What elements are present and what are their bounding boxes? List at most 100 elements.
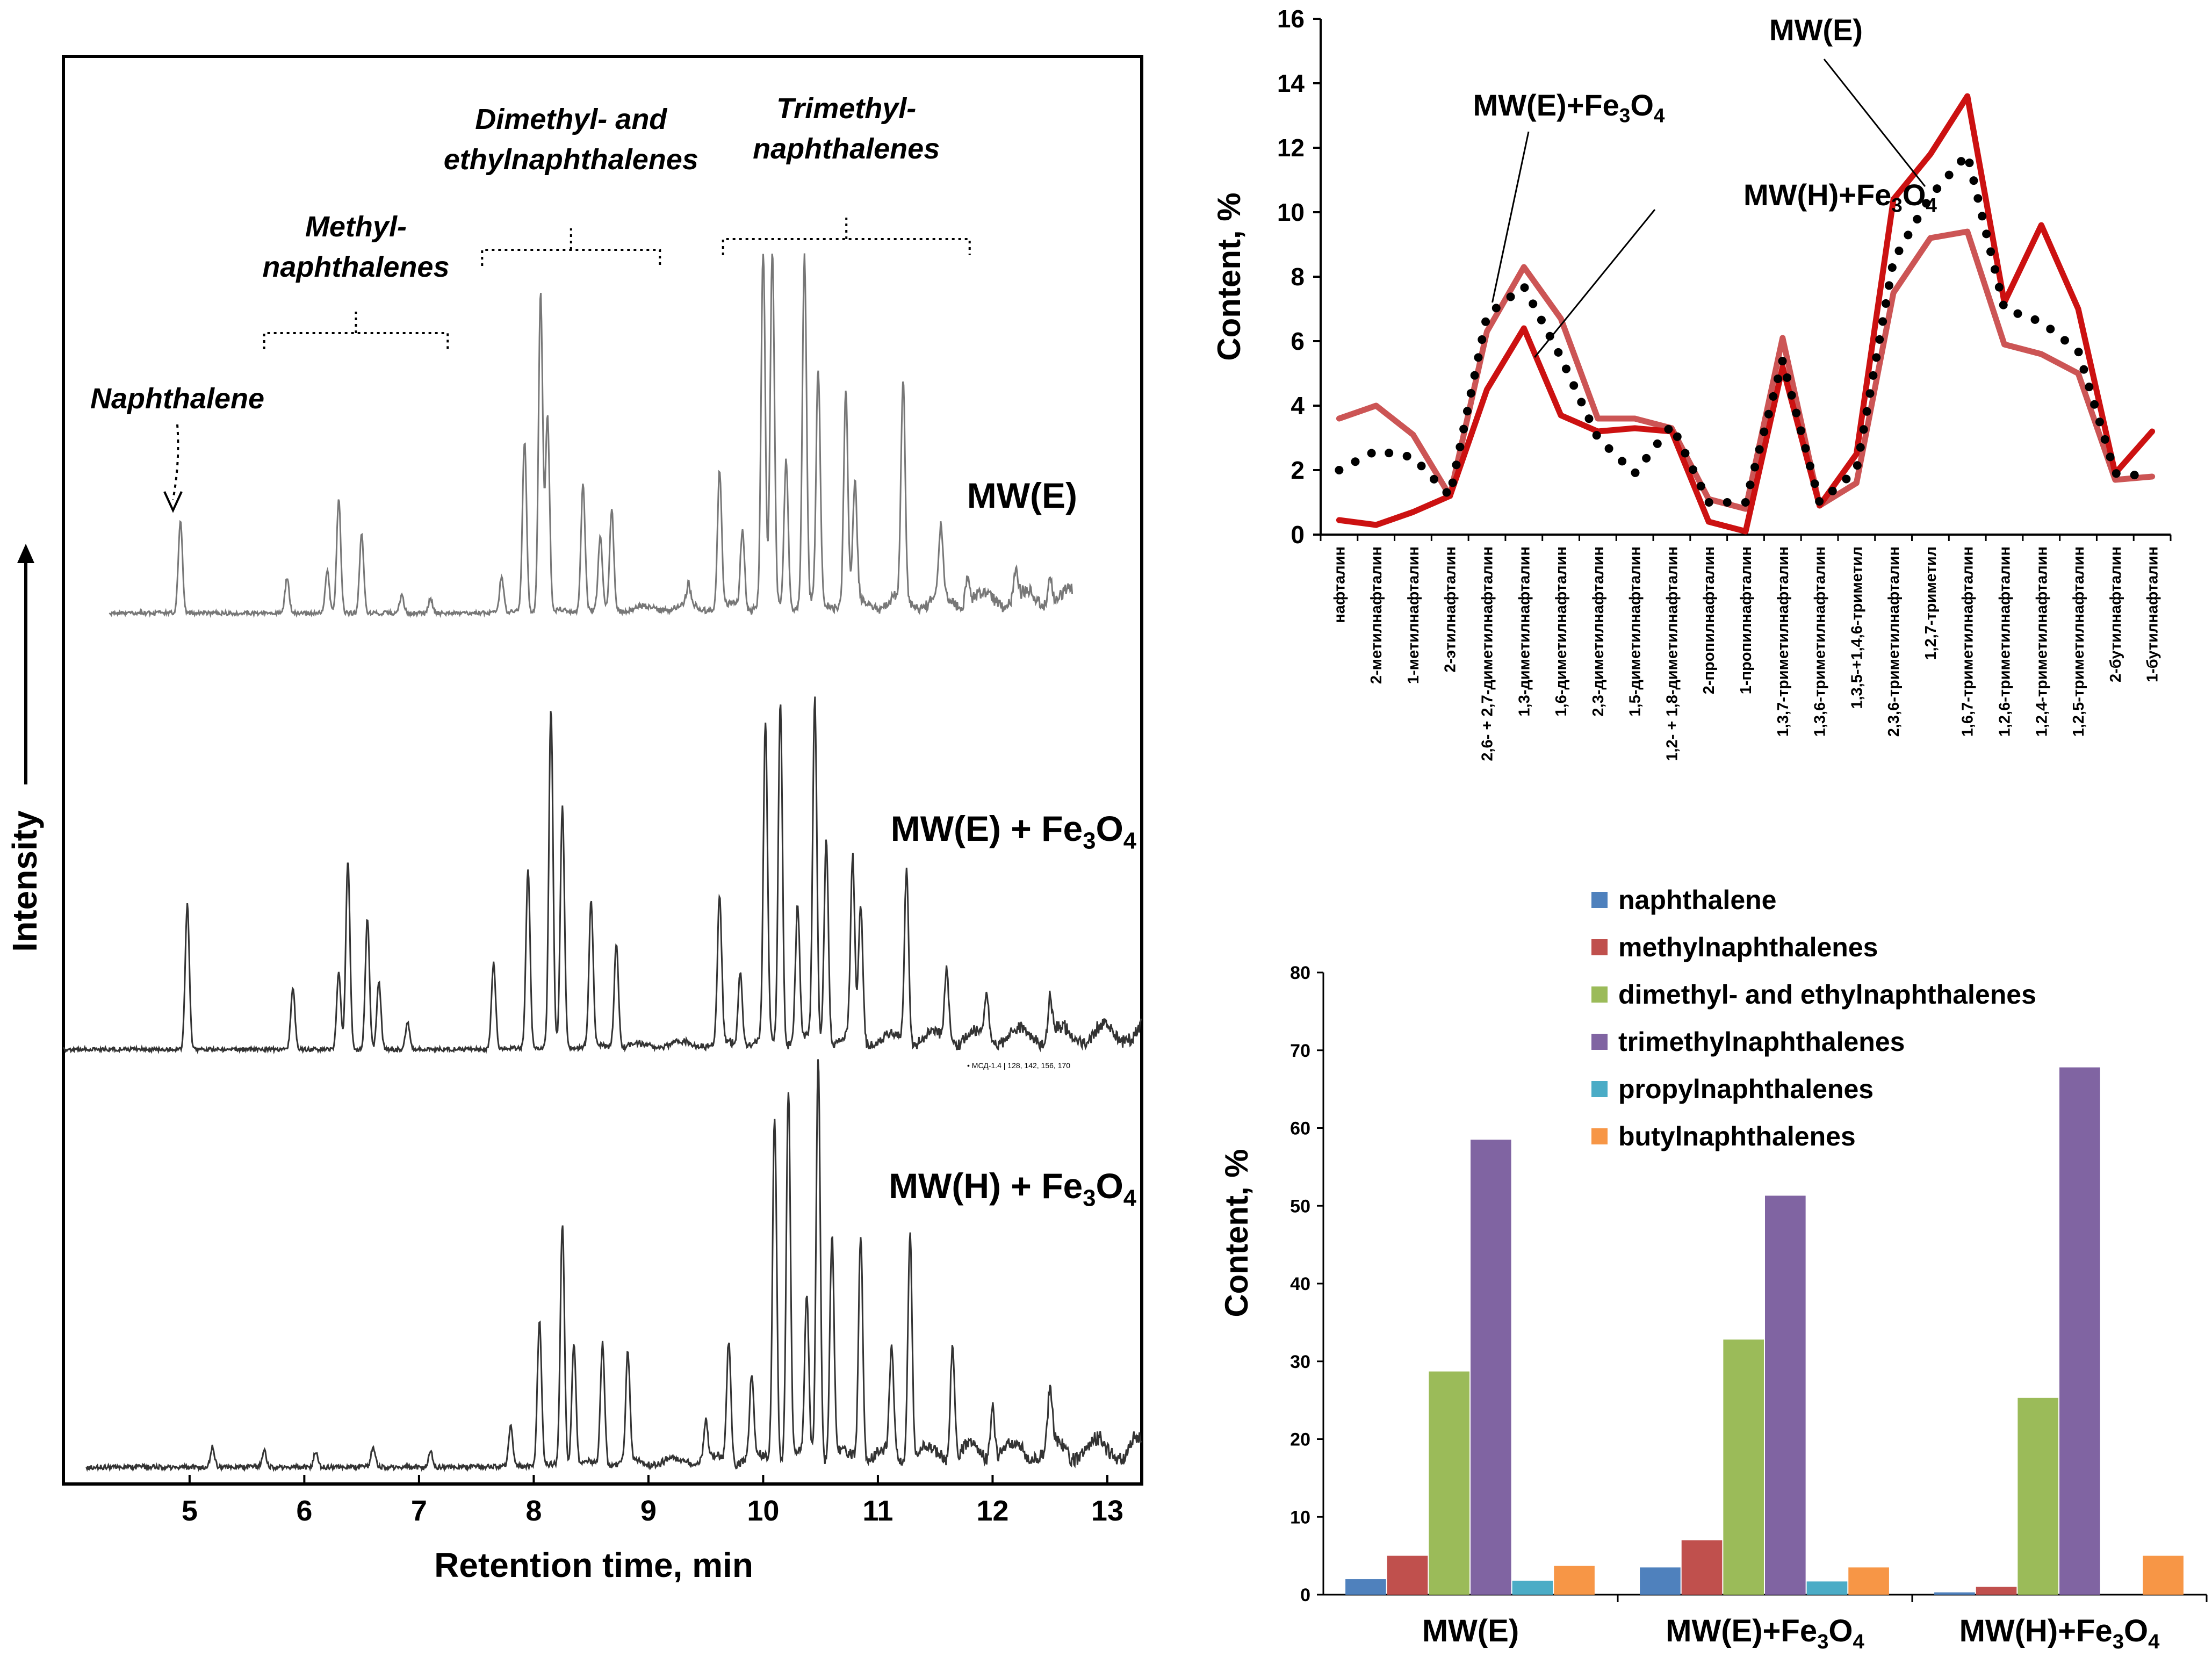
line-y-tick-label: 8 <box>1291 263 1305 291</box>
bar-propylnaphthalenes <box>1512 1580 1553 1595</box>
chromatogram-frame <box>62 55 1143 1486</box>
peak-group-label: Dimethyl- and <box>475 103 667 135</box>
line-annotation-main: MW(E)+Fe <box>1473 88 1619 122</box>
trace-label-sub2: 4 <box>1123 1186 1136 1212</box>
bar-category-label-main: MW(H)+Fe <box>1959 1613 2113 1648</box>
bar-trimethylnaphthalenes <box>2059 1067 2100 1595</box>
trace-label-main: MW(H) + Fe <box>889 1166 1083 1206</box>
legend-label: propylnaphthalenes <box>1618 1074 1874 1104</box>
inset-note: • МСД-1.4 | 128, 142, 156, 170 <box>967 1061 1070 1070</box>
bar-category-label-main: MW(E) <box>1422 1613 1519 1648</box>
retention-tick-label: 12 <box>976 1495 1008 1527</box>
legend-swatch <box>1591 939 1608 955</box>
line-category-label: 1,2,6-триметилнафталин <box>1996 546 2013 737</box>
line-category-label: 2-этилнафталин <box>1442 546 1459 673</box>
bar-naphthalene <box>1345 1579 1386 1595</box>
line-y-tick-label: 10 <box>1277 198 1305 226</box>
trace-label-tail: O <box>1096 1166 1123 1206</box>
line-annotation-main: MW(E) <box>1769 13 1863 47</box>
line-annotation-tail: O <box>1903 178 1926 212</box>
trace-label-sub: 3 <box>1083 1186 1096 1212</box>
retention-tick-label: 6 <box>296 1495 312 1527</box>
bar-methylnaphthalenes <box>1387 1555 1428 1595</box>
peak-group-label: naphthalenes <box>262 251 449 283</box>
line-category-label: 1,2,7-триметил <box>1922 546 1940 660</box>
bar-trimethylnaphthalenes <box>1765 1195 1806 1595</box>
bar-chart-legend: naphthalene methylnaphthalenes dimethyl- a… <box>1591 885 2036 1151</box>
trace-label: MW(E) <box>967 476 1077 515</box>
line-annotation-tail: O <box>1630 88 1654 122</box>
bar-y-tick-label: 30 <box>1290 1352 1310 1372</box>
line-series-2 <box>1336 93 2156 535</box>
bar-chart-bars <box>1345 1067 2184 1595</box>
line-category-label: 1,6-диметилнафталин <box>1553 546 1570 717</box>
bar-y-tick-label: 50 <box>1290 1196 1310 1216</box>
bar-y-tick-label: 60 <box>1290 1119 1310 1139</box>
chromatogram-trace <box>85 1059 1142 1473</box>
line-category-label: 1,3-диметилнафталин <box>1516 546 1533 717</box>
line-category-label: 1,3,5-+1,4,6-триметил <box>1848 546 1865 709</box>
line-category-label: 1,2,4-триметилнафталин <box>2033 546 2050 737</box>
line-category-label: 2-метилнафталин <box>1368 546 1385 684</box>
peak-group-brace <box>481 228 661 266</box>
naphthalene-arrow <box>172 424 179 500</box>
bar-y-tick-label: 70 <box>1290 1041 1310 1061</box>
peak-group-label: Trimethyl- <box>776 92 916 125</box>
trace-label-sub: 3 <box>1083 828 1096 854</box>
legend-label: butylnaphthalenes <box>1618 1121 1856 1151</box>
line-annotation-sub2: 4 <box>1926 194 1937 216</box>
legend-swatch <box>1591 1128 1608 1144</box>
bar-y-tick-label: 40 <box>1290 1274 1310 1294</box>
line-category-label: 1-пропилнафталин <box>1738 546 1755 694</box>
bar-y-tick-label: 0 <box>1300 1585 1310 1605</box>
line-annotation-sub: 3 <box>1619 104 1631 126</box>
bar-butylnaphthalenes <box>1554 1566 1595 1595</box>
bar-category-label-sub: 3 <box>1817 1630 1828 1653</box>
legend-label: methylnaphthalenes <box>1618 932 1878 962</box>
line-y-tick-label: 12 <box>1277 134 1305 162</box>
line-category-label: 1,6,7-триметилнафталин <box>1959 546 1977 737</box>
line-category-label: 1-бутилнафталин <box>2144 546 2161 682</box>
bar-category-label-tail: O <box>1828 1613 1853 1648</box>
line-annotation-main: MW(H)+Fe <box>1743 178 1891 212</box>
line-category-label: 1,3,7-триметилнафталин <box>1775 546 1792 737</box>
line-annotation: MW(E)+Fe3O4 <box>1473 88 1665 126</box>
line-category-label: 2,6- + 2,7-диметилнафталин <box>1479 546 1496 761</box>
line-y-tick-label: 4 <box>1291 392 1305 420</box>
trace-label-sub2: 4 <box>1123 828 1136 854</box>
peak-group-label: ethylnaphthalenes <box>444 143 698 176</box>
bar-category-label: MW(E) <box>1422 1613 1519 1648</box>
legend-label: dimethyl- and ethylnaphthalenes <box>1618 979 2036 1010</box>
bar-naphthalene <box>1640 1567 1681 1595</box>
line-category-label: нафталин <box>1331 546 1348 623</box>
bar-category-label: MW(E)+Fe3O4 <box>1666 1613 1864 1653</box>
annotation-leader <box>1823 59 1926 187</box>
line-annotation-sub: 3 <box>1891 194 1903 216</box>
retention-tick-label: 9 <box>640 1495 657 1527</box>
legend-swatch <box>1591 986 1608 1003</box>
annotation-leader <box>1492 131 1530 303</box>
bar-category-label-tail: O <box>2124 1613 2148 1648</box>
retention-time-axis-label: Retention time, min <box>434 1546 753 1584</box>
line-chart-series <box>1335 93 2157 535</box>
line-category-label: 1,2- + 1,8-диметилнафталин <box>1663 546 1681 761</box>
chromatogram-panel: Naphthalene Methyl-naphthalenes Dimethyl- … <box>5 55 1143 1584</box>
retention-time-ticks: 5 6 7 8 9 10 11 12 13 <box>182 1475 1123 1527</box>
legend-swatch <box>1591 1081 1608 1097</box>
intensity-arrow-head <box>17 544 34 563</box>
line-chart-category-labels: нафталин 2-метилнафталин 1-метилнафталин 2-… <box>1331 546 2161 761</box>
peak-group-label: Naphthalene <box>90 383 264 415</box>
peak-group-label: Methyl- <box>305 211 407 243</box>
group-bar-chart: naphthalene methylnaphthalenes dimethyl- a… <box>1219 885 2208 1653</box>
line-category-label: 2,3-диметилнафталин <box>1590 546 1607 717</box>
peak-group-labels: Naphthalene Methyl-naphthalenes Dimethyl- … <box>90 92 971 513</box>
trace-label-tail: O <box>1096 809 1123 848</box>
bar-category-label-main: MW(E)+Fe <box>1666 1613 1817 1648</box>
legend-swatch <box>1591 892 1608 908</box>
retention-tick-label: 11 <box>862 1495 893 1527</box>
bar-methylnaphthalenes <box>1681 1540 1723 1595</box>
legend-label: trimethylnaphthalenes <box>1618 1027 1905 1057</box>
